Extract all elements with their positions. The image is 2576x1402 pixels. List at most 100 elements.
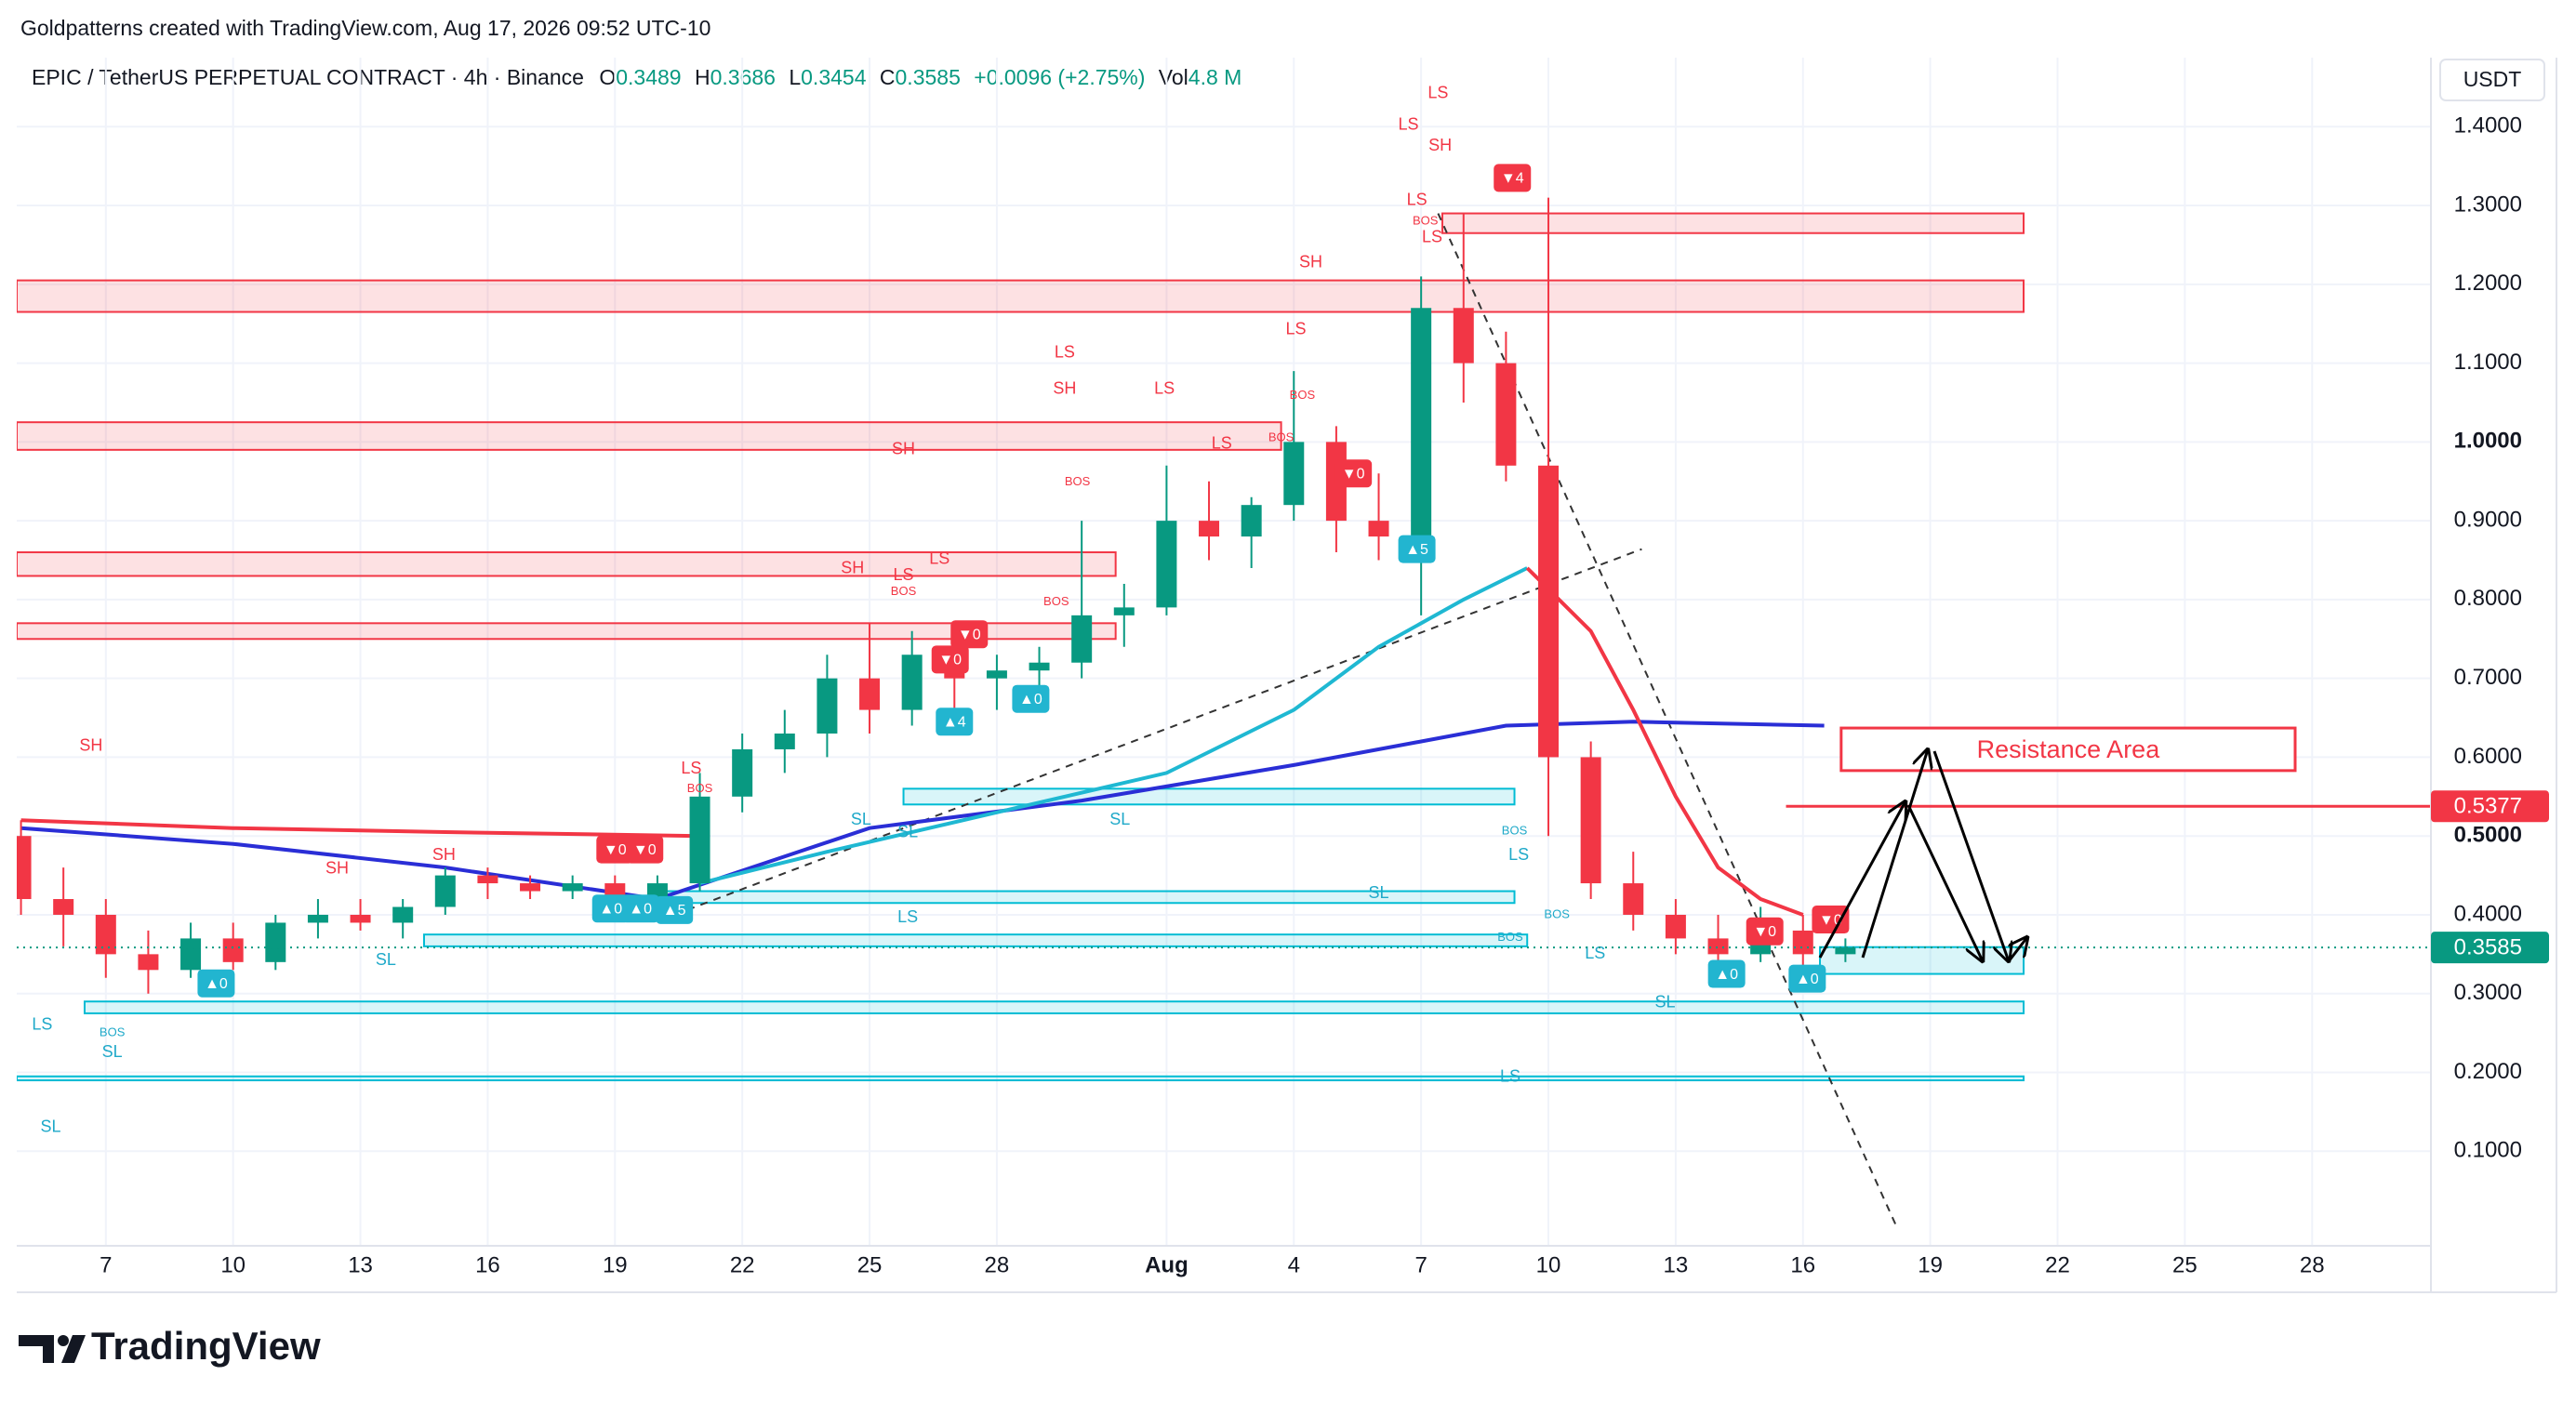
y-tick-label: 0.7000: [2454, 665, 2522, 690]
zone: [422, 933, 1529, 947]
candle-body: [477, 875, 498, 884]
signal-badge: ▼0: [950, 620, 989, 649]
signal-badge: ▼4: [1494, 164, 1532, 192]
trendline: [673, 548, 1642, 916]
candle: [53, 867, 74, 946]
x-tick-label: 7: [1414, 1252, 1427, 1277]
price-badge-label: 0.5377: [2454, 794, 2522, 819]
x-tick-label: 4: [1288, 1252, 1300, 1277]
signal-box: [1788, 964, 1826, 993]
signal-label: ▼0: [1342, 466, 1365, 482]
y-tick-label: 0.8000: [2454, 586, 2522, 611]
symbol: EPIC / TetherUS PERPETUAL CONTRACT · 4h …: [32, 65, 584, 89]
structure-label: LS: [1427, 83, 1448, 101]
candle: [95, 899, 116, 978]
vol-label: Vol: [1159, 65, 1188, 89]
x-tick-label: 22: [2045, 1252, 2070, 1277]
candle-body: [1199, 521, 1220, 537]
signal-badge: ▲5: [656, 895, 694, 924]
structure-label: BOS: [687, 781, 713, 795]
signal-label: ▼0: [1753, 924, 1776, 940]
candle-body: [1792, 930, 1813, 955]
y-tick-label: 0.1000: [2454, 1138, 2522, 1163]
overlay-line: [20, 566, 1804, 917]
candle: [817, 655, 838, 758]
arrow: [1861, 749, 1928, 959]
ohlc-label: L: [789, 65, 801, 89]
structure-label: LS: [894, 565, 914, 584]
candle-body: [95, 914, 116, 955]
structure-label: SL: [1654, 993, 1675, 1012]
ohlc-label: C: [880, 65, 896, 89]
y-tick-label: 1.4000: [2454, 113, 2522, 139]
signal-badge: ▲0: [591, 894, 630, 923]
structure-label: LS: [681, 759, 701, 777]
candle: [138, 930, 159, 994]
signal-box: [1707, 959, 1746, 988]
candle-body: [53, 899, 74, 915]
signal-box: [596, 835, 634, 864]
structure-label: SH: [432, 845, 456, 864]
candle-body: [986, 670, 1007, 679]
signal-badge: ▼0: [1812, 906, 1850, 934]
logo-mark: [19, 1335, 54, 1363]
signal-badge: ▲0: [621, 894, 659, 923]
candle: [689, 773, 710, 892]
candle-body: [307, 914, 328, 923]
structure-label: BOS: [1043, 594, 1069, 608]
candle: [1113, 583, 1135, 647]
projection-arrows: [1818, 749, 2027, 961]
signal-box: [197, 969, 235, 998]
signal-box: [936, 708, 974, 736]
candle: [1580, 741, 1601, 900]
arrow: [1932, 750, 2009, 961]
signal-box: [1812, 906, 1850, 934]
logo-mark: [58, 1335, 69, 1346]
currency-box[interactable]: [2439, 59, 2545, 101]
candle: [1665, 899, 1686, 955]
zone: [17, 622, 1117, 641]
candle-body: [180, 938, 202, 971]
x-tick-label: 22: [730, 1252, 755, 1277]
structure-label: SL: [1109, 810, 1130, 828]
signal-badge: ▼0: [1746, 917, 1784, 946]
candle-body: [817, 678, 838, 734]
y-tick-label: 1.0000: [2454, 429, 2522, 454]
candle-body: [732, 748, 753, 797]
candle-body: [562, 883, 583, 892]
structure-label: SH: [1299, 253, 1322, 271]
x-tick-label: 7: [100, 1252, 112, 1277]
candle-body: [1071, 615, 1093, 663]
structure-label: LS: [1154, 378, 1175, 397]
structure-label: BOS: [100, 1025, 126, 1039]
structure-label: SL: [376, 950, 396, 969]
candle: [774, 709, 795, 774]
signal-label: ▲0: [205, 976, 228, 992]
y-tick-label: 0.9000: [2454, 507, 2522, 532]
currency[interactable]: USDT: [2463, 67, 2522, 91]
candle: [562, 875, 583, 900]
zone: [1441, 212, 2025, 234]
price-badge: [2431, 790, 2549, 823]
logo: [19, 1335, 86, 1363]
candle-body: [1156, 521, 1177, 608]
candle-body: [434, 875, 456, 907]
y-tick-label: 1.1000: [2454, 350, 2522, 375]
structure-label: SL: [40, 1118, 60, 1136]
x-tick-label: Aug: [1145, 1252, 1188, 1277]
candle: [1283, 371, 1305, 522]
x-tick-label: 28: [985, 1252, 1010, 1277]
signal-box: [931, 645, 969, 674]
price-badge: [2431, 932, 2549, 964]
signal-label: ▲0: [1796, 972, 1819, 987]
signal-badge: ▼0: [1334, 459, 1373, 488]
signal-label: ▼0: [633, 842, 657, 858]
signal-badge: ▲0: [1707, 959, 1746, 988]
candle-body: [1453, 308, 1474, 364]
signal-label: ▲5: [663, 903, 686, 919]
x-tick-label: 13: [348, 1252, 373, 1277]
symbol-line: EPIC / TetherUS PERPETUAL CONTRACT · 4h …: [32, 65, 1242, 89]
